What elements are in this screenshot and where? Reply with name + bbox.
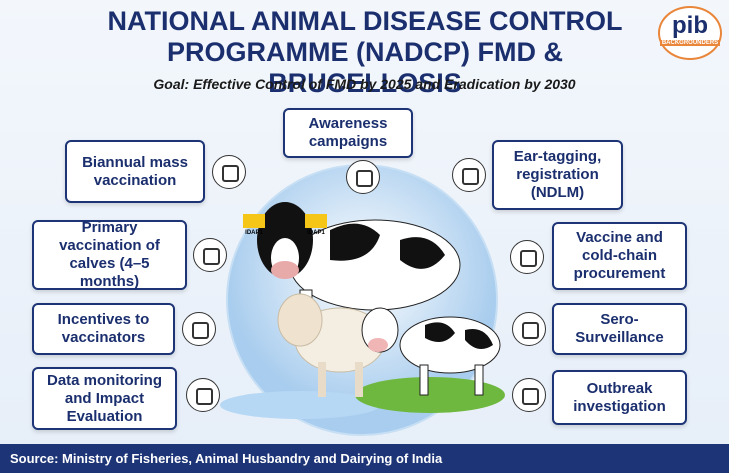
measure-box: Incentives to vaccinators <box>32 303 175 355</box>
cloud <box>220 391 380 419</box>
measure-box: Primary vaccination of calves (4–5 month… <box>32 219 187 290</box>
icon <box>182 312 216 346</box>
title: NATIONAL ANIMAL DISEASE CONTROL PROGRAMM… <box>107 6 623 98</box>
measure-box: Vaccine and cold-chain procurement <box>552 222 687 290</box>
measure-box: Outbreak investigation <box>552 370 687 425</box>
ear-tag: IDAP1 <box>245 230 263 236</box>
icon <box>346 160 380 194</box>
logo-sub: BACKGROUNDERS <box>660 40 720 46</box>
logo: pib BACKGROUNDERS <box>658 6 722 60</box>
icon <box>186 378 220 412</box>
logo-mark: pib <box>672 12 708 39</box>
measure-box: Sero-Surveillance <box>552 303 687 355</box>
measure-box: Data monitoring and Impact Evaluation <box>32 367 177 430</box>
measure-box: Ear-tagging, registration (NDLM) <box>492 140 623 210</box>
icon <box>510 240 544 274</box>
ear-tag: IDAP1 <box>307 230 325 236</box>
calf <box>361 307 501 396</box>
measure-box: Awareness campaigns <box>283 108 413 158</box>
goal: Goal: Effective Control of FMD by 2025 a… <box>153 76 576 92</box>
icon <box>512 378 546 412</box>
grass <box>355 377 505 413</box>
icon <box>512 312 546 346</box>
icon <box>212 155 246 189</box>
measure-box: Biannual mass vaccination <box>65 140 205 203</box>
source: Source: Ministry of Fisheries, Animal Hu… <box>0 444 729 473</box>
icon <box>452 158 486 192</box>
icon <box>193 238 227 272</box>
